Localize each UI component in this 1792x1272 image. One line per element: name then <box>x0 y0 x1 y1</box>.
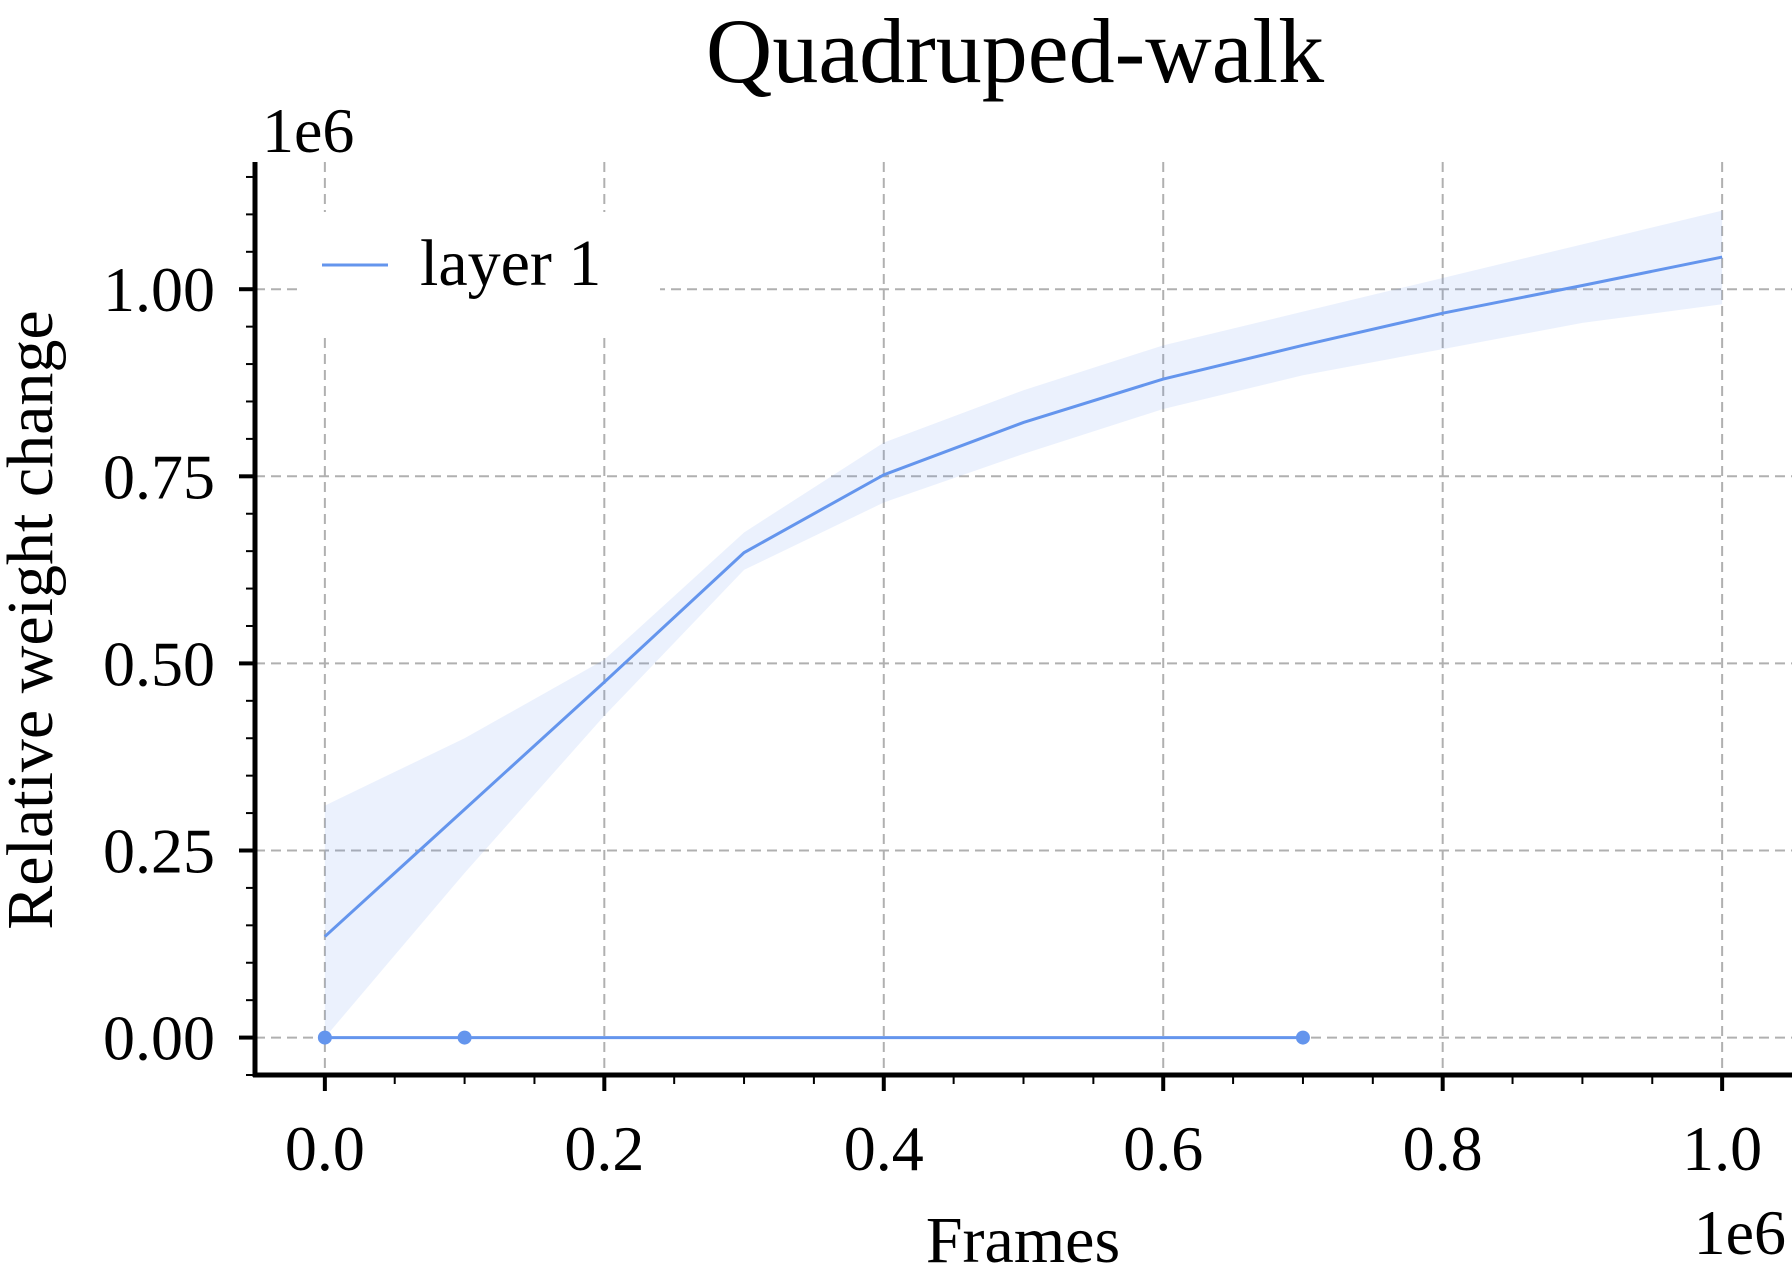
chart-title: Quadruped-walk <box>706 0 1324 102</box>
x-tick-label-0: 0.0 <box>285 1113 365 1184</box>
x-tick-label-4: 0.8 <box>1403 1113 1483 1184</box>
legend-background <box>300 212 660 332</box>
point-series-1-2 <box>1295 1030 1310 1045</box>
x-offset-label: 1e6 <box>1694 1197 1786 1268</box>
confidence-band <box>324 210 1723 1038</box>
line-series-0 <box>323 255 1723 938</box>
band-series-0 <box>324 210 1723 1038</box>
x-tick-label-3: 0.6 <box>1123 1113 1203 1184</box>
x-axis-label: Frames <box>926 1204 1120 1272</box>
x-tick-label-2: 0.4 <box>844 1113 924 1184</box>
ticks: 0.0 0.2 0.4 0.6 0.8 1.0 0.00 0.25 0.50 0.75 1.00 <box>103 175 1762 1184</box>
y-axis-label: Relative weight change <box>0 310 67 929</box>
y-tick-label-3: 0.75 <box>103 441 215 512</box>
point-series-1-1 <box>457 1030 472 1045</box>
legend: layer 1 <box>300 212 660 332</box>
y-tick-label-0: 0.00 <box>103 1003 215 1074</box>
y-tick-label-2: 0.50 <box>103 628 215 699</box>
point-series-1-0 <box>317 1030 332 1045</box>
x-tick-label-1: 0.2 <box>564 1113 644 1184</box>
x-tick-label-5: 1.0 <box>1682 1113 1762 1184</box>
y-tick-label-1: 0.25 <box>103 815 215 886</box>
series <box>317 255 1723 1045</box>
y-tick-label-4: 1.00 <box>103 254 215 325</box>
legend-label-layer-1: layer 1 <box>420 227 601 300</box>
y-offset-label: 1e6 <box>262 95 354 166</box>
